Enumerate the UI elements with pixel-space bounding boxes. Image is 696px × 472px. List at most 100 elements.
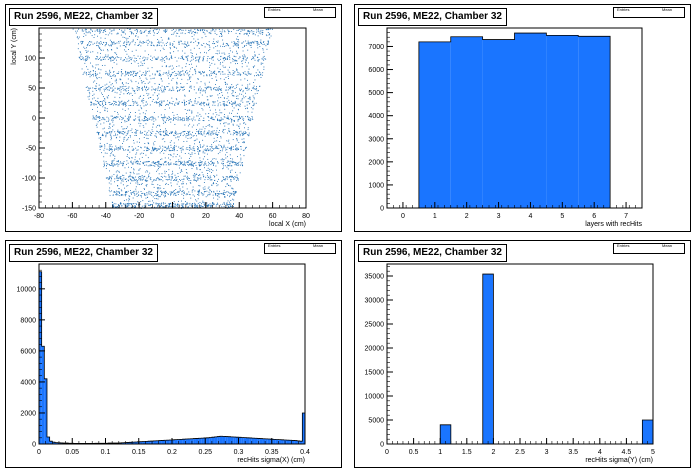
scatter-point [182,32,184,34]
scatter-point [109,149,110,151]
scatter-point [239,103,241,105]
scatter-point [99,142,101,144]
scatter-point [164,109,166,110]
histogram-bar [198,438,202,444]
scatter-point [151,191,153,193]
scatter-point [177,102,179,104]
scatter-point [236,149,238,151]
scatter-point [182,117,184,119]
scatter-point [221,118,223,120]
scatter-point [173,119,174,121]
scatter-point [119,146,121,148]
scatter-point [145,87,147,89]
scatter-point [116,193,118,195]
scatter-point [126,156,128,157]
scatter-point [157,188,159,190]
scatter-point [163,188,165,189]
scatter-point [235,131,237,133]
scatter-point [227,200,229,202]
scatter-point [246,43,248,44]
scatter-point [231,169,233,171]
scatter-point [219,109,221,111]
scatter-point [99,43,101,45]
scatter-point [150,59,152,61]
scatter-point [207,58,209,60]
scatter-point [103,30,105,32]
scatter-point [87,87,89,89]
scatter-point [124,132,126,134]
scatter-point [178,159,180,161]
scatter-point [232,188,234,190]
scatter-point [184,124,186,126]
scatter-point [94,42,96,44]
scatter-point [145,179,147,181]
scatter-point [108,132,110,134]
scatter-point [172,78,174,80]
scatter-point [161,117,163,119]
scatter-point [153,202,155,204]
scatter-point [128,158,130,159]
scatter-point [198,89,200,91]
scatter-point [241,134,243,136]
x-tick-label: 0.1 [101,449,111,456]
scatter-point [236,179,238,181]
scatter-point [249,98,251,100]
scatter-point [187,118,189,119]
scatter-point [220,96,222,98]
scatter-point [219,93,221,94]
scatter-point [228,86,230,88]
x-tick-label: 40 [235,213,243,220]
scatter-point [248,43,250,45]
scatter-point [103,149,105,151]
scatter-point [230,205,232,207]
scatter-point [162,145,164,147]
scatter-point [156,206,158,208]
scatter-point [160,133,162,135]
scatter-point [227,69,229,71]
scatter-point [112,154,114,156]
scatter-point [221,35,223,37]
scatter-point [217,193,219,195]
scatter-point [107,86,109,88]
scatter-point [89,40,90,42]
scatter-point [163,130,165,132]
scatter-point [197,179,199,181]
scatter-point [199,165,201,167]
scatter-point [202,59,204,61]
scatter-point [171,29,173,31]
scatter-point [115,52,117,54]
scatter-point [141,108,143,110]
scatter-point [262,58,264,60]
scatter-point [232,146,234,148]
scatter-point [119,148,121,150]
scatter-point [234,164,236,166]
scatter-point [109,57,111,58]
scatter-point [85,28,87,30]
scatter-point [212,104,214,106]
scatter-point [139,40,141,42]
scatter-point [198,175,200,176]
scatter-point [237,39,239,40]
scatter-point [234,100,236,102]
scatter-point [156,191,158,192]
scatter-point [201,37,203,39]
scatter-point [187,160,189,162]
scatter-point [115,116,117,118]
scatter-point [114,149,115,151]
scatter-point [215,133,216,135]
scatter-point [267,32,269,34]
scatter-point [77,38,79,40]
scatter-point [258,59,260,61]
scatter-point [199,174,201,176]
scatter-point [102,96,104,98]
scatter-point [151,41,153,43]
scatter-point [224,73,226,75]
scatter-point [136,196,138,197]
scatter-point [190,29,192,31]
scatter-point [234,162,236,163]
scatter-point [105,177,107,179]
scatter-point [213,204,214,206]
scatter-point [112,165,114,167]
scatter-point [213,88,215,89]
scatter-point [218,60,220,62]
